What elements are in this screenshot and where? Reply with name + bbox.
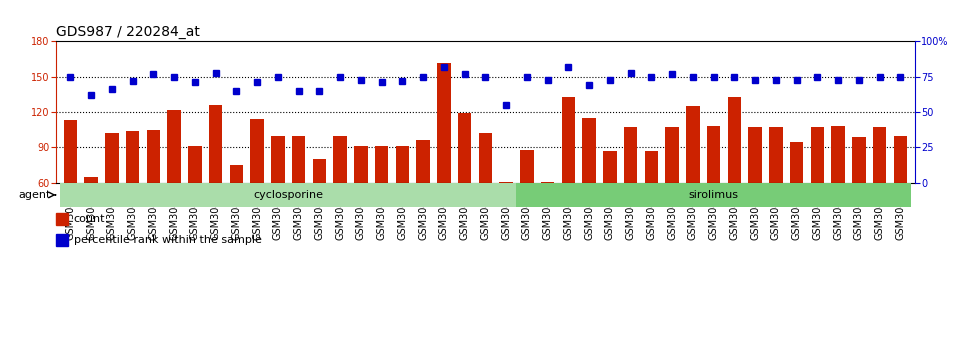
Bar [85, 177, 98, 183]
Bar [516, 183, 911, 207]
Bar [230, 165, 243, 183]
Bar [624, 127, 637, 183]
Bar [271, 136, 284, 183]
Text: percentile rank within the sample: percentile rank within the sample [74, 235, 261, 245]
Bar [500, 182, 513, 183]
Bar [375, 146, 388, 183]
Bar [188, 146, 202, 183]
Bar [686, 106, 700, 183]
Bar [396, 146, 409, 183]
Text: GDS987 / 220284_at: GDS987 / 220284_at [56, 25, 200, 39]
Bar [354, 146, 367, 183]
Bar [520, 150, 533, 183]
Bar [810, 127, 825, 183]
Bar [665, 127, 678, 183]
Bar [582, 118, 596, 183]
Bar [56, 213, 68, 225]
Bar [604, 151, 617, 183]
Bar [416, 140, 430, 183]
Bar [561, 97, 575, 183]
Bar [457, 113, 471, 183]
Bar [146, 130, 160, 183]
Text: cyclosporine: cyclosporine [253, 190, 323, 200]
Bar [333, 136, 347, 183]
Bar [60, 183, 516, 207]
Bar [790, 141, 803, 183]
Bar [437, 62, 451, 183]
Bar [312, 159, 326, 183]
Bar [645, 151, 658, 183]
Bar [209, 105, 222, 183]
Bar [479, 133, 492, 183]
Bar [831, 126, 845, 183]
Bar [727, 97, 741, 183]
Bar [126, 131, 139, 183]
Bar [769, 127, 782, 183]
Bar [167, 110, 181, 183]
Text: count: count [74, 214, 106, 224]
Bar [873, 127, 886, 183]
Text: sirolimus: sirolimus [689, 190, 739, 200]
Bar [894, 136, 907, 183]
Bar [707, 126, 721, 183]
Bar [250, 119, 263, 183]
Bar [749, 127, 762, 183]
Bar [852, 137, 866, 183]
Bar [105, 133, 118, 183]
Bar [63, 120, 77, 183]
Bar [292, 136, 306, 183]
Bar [56, 234, 68, 246]
Text: agent: agent [18, 190, 51, 200]
Bar [541, 182, 554, 183]
